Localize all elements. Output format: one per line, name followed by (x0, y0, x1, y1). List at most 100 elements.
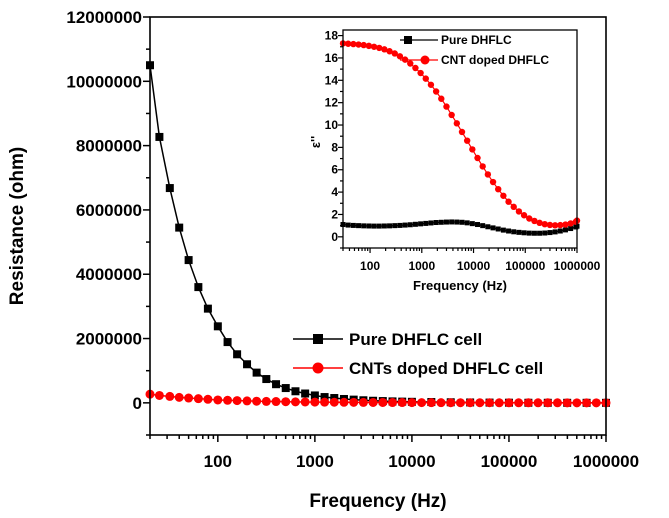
main-y-tick-label-2000000: 2000000 (76, 330, 142, 349)
inset-point-pure-dhflc-13 (407, 222, 413, 228)
inset-point-pure-dhflc-5 (366, 223, 372, 229)
main-point-cnts-doped-dhflc-cell-34 (475, 398, 485, 408)
inset-point-cnt-doped-dhflc-38 (536, 219, 543, 227)
inset-point-pure-dhflc-43 (562, 227, 568, 233)
inset-point-cnt-doped-dhflc-6 (370, 43, 378, 50)
main-point-cnts-doped-dhflc-cell-46 (591, 398, 601, 408)
main-point-cnts-doped-dhflc-cell-6 (203, 394, 213, 404)
main-point-cnts-doped-dhflc-cell-5 (193, 394, 203, 404)
inset-point-pure-dhflc-30 (495, 226, 501, 232)
inset-legend: Pure DHFLC CNT doped DHFLC (400, 33, 549, 67)
main-point-cnts-doped-dhflc-cell-22 (358, 397, 368, 407)
inset-point-cnt-doped-dhflc-13 (407, 60, 414, 67)
main-point-cnts-doped-dhflc-cell-24 (378, 397, 388, 407)
inset-point-pure-dhflc-4 (361, 223, 367, 229)
main-point-cnts-doped-dhflc-cell-30 (436, 398, 446, 408)
inset-point-pure-dhflc-38 (537, 230, 543, 236)
inset-point-pure-dhflc-2 (350, 222, 356, 228)
main-chart: 100 1000 10000 100000 1000000020000004000000… (7, 8, 639, 512)
legend-label-pure-dhflc: Pure DHFLC (441, 33, 512, 47)
inset-point-pure-dhflc-16 (423, 220, 429, 226)
inset-x-tick-label-1000: 1000 (408, 259, 435, 273)
legend-label-pure-dhflc-cell: Pure DHFLC cell (349, 330, 482, 349)
inset-point-cnt-doped-dhflc-9 (386, 48, 393, 55)
main-point-cnts-doped-dhflc-cell-28 (417, 398, 427, 408)
main-x-tick-label-1000: 1000 (296, 452, 334, 471)
main-y-tick-label-0: 0 (133, 394, 142, 413)
inset-background (343, 30, 577, 248)
inset-point-cnt-doped-dhflc-19 (438, 95, 445, 102)
main-plot-frame (149, 16, 607, 436)
main-x-tick-label-10000: 10000 (388, 452, 435, 471)
main-point-cnts-doped-dhflc-cell-25 (388, 398, 398, 408)
main-point-cnts-doped-dhflc-cell-40 (533, 398, 543, 408)
legend-marker-pure-dhflc-cell (313, 334, 323, 344)
main-point-cnts-doped-dhflc-cell-9 (232, 396, 242, 406)
inset-point-cnt-doped-dhflc-14 (412, 64, 419, 72)
inset-point-cnt-doped-dhflc-5 (365, 42, 373, 50)
main-x-tick-label-1000000: 1000000 (573, 452, 639, 471)
inset-x-tick-label-10000: 10000 (457, 259, 491, 273)
inset-point-pure-dhflc-9 (387, 223, 393, 229)
main-point-cnts-doped-dhflc-cell-3 (174, 392, 184, 402)
main-point-pure-dhflc-cell-18 (320, 393, 329, 402)
inset-point-pure-dhflc-24 (464, 220, 470, 226)
inset-point-cnt-doped-dhflc-21 (448, 111, 455, 119)
main-point-pure-dhflc-cell-17 (310, 391, 319, 400)
main-point-pure-dhflc-cell-15 (291, 387, 300, 396)
inset-point-pure-dhflc-6 (371, 223, 377, 229)
main-point-cnts-doped-dhflc-cell-12 (261, 396, 271, 406)
inset-point-pure-dhflc-40 (547, 230, 553, 236)
main-point-pure-dhflc-cell-9 (233, 350, 242, 359)
inset-point-pure-dhflc-27 (480, 223, 486, 229)
inset-point-pure-dhflc-10 (392, 223, 398, 229)
main-point-cnts-doped-dhflc-cell-41 (543, 398, 553, 408)
inset-point-cnt-doped-dhflc-24 (463, 137, 471, 144)
legend-marker-cnts-doped-dhflc-cell (312, 362, 324, 374)
inset-y-tick-label-16: 16 (325, 51, 339, 65)
inset-chart: 100 1000 10000 100000 1000000 0 2 4 6 8 10 12 14 16 18… (308, 29, 601, 293)
inset-point-cnt-doped-dhflc-27 (479, 163, 486, 170)
inset-y-tick-label-14: 14 (325, 73, 339, 87)
main-point-cnts-doped-dhflc-cell-35 (485, 398, 495, 408)
main-point-cnts-doped-dhflc-cell-19 (329, 397, 339, 407)
main-point-cnts-doped-dhflc-cell-13 (271, 397, 281, 407)
inset-y-tick-label-4: 4 (331, 185, 338, 199)
inset-point-cnt-doped-dhflc-16 (422, 75, 429, 82)
main-x-tick-label-100: 100 (204, 452, 232, 471)
inset-point-cnt-doped-dhflc-15 (417, 69, 424, 77)
main-point-cnts-doped-dhflc-cell-26 (397, 398, 407, 408)
main-point-cnts-doped-dhflc-cell-2 (165, 391, 175, 401)
inset-point-pure-dhflc-37 (531, 230, 537, 236)
inset-point-pure-dhflc-15 (418, 221, 424, 227)
inset-point-cnt-doped-dhflc-1 (344, 40, 352, 47)
inset-point-cnt-doped-dhflc-37 (531, 217, 538, 225)
inset-point-cnt-doped-dhflc-20 (443, 103, 450, 110)
inset-point-pure-dhflc-39 (542, 230, 548, 236)
main-y-axis-title: Resistance (ohm) (7, 147, 28, 305)
inset-point-pure-dhflc-44 (568, 226, 574, 232)
main-point-pure-dhflc-cell-1 (155, 132, 164, 141)
inset-point-pure-dhflc-25 (469, 221, 475, 227)
inset-plot-frame (342, 29, 578, 249)
inset-point-cnt-doped-dhflc-30 (495, 186, 502, 193)
inset-point-cnt-doped-dhflc-25 (469, 146, 476, 153)
inset-point-pure-dhflc-29 (490, 225, 496, 231)
inset-point-cnt-doped-dhflc-7 (376, 44, 383, 52)
inset-point-pure-dhflc-11 (397, 222, 403, 228)
main-point-cnts-doped-dhflc-cell-27 (407, 398, 417, 408)
inset-point-cnt-doped-dhflc-8 (381, 46, 388, 53)
main-point-pure-dhflc-cell-5 (194, 283, 203, 292)
main-point-cnts-doped-dhflc-cell-32 (455, 398, 465, 408)
main-point-pure-dhflc-cell-2 (165, 184, 174, 193)
inset-point-pure-dhflc-28 (485, 224, 491, 230)
main-point-cnts-doped-dhflc-cell-15 (290, 397, 300, 407)
main-point-cnts-doped-dhflc-cell-44 (572, 398, 582, 408)
main-point-cnts-doped-dhflc-cell-43 (562, 398, 572, 408)
main-point-cnts-doped-dhflc-cell-10 (242, 396, 252, 406)
inset-point-pure-dhflc-17 (428, 220, 434, 226)
inset-point-cnt-doped-dhflc-35 (520, 212, 528, 219)
inset-point-pure-dhflc-19 (438, 219, 444, 225)
inset-y-tick-label-18: 18 (325, 29, 339, 43)
